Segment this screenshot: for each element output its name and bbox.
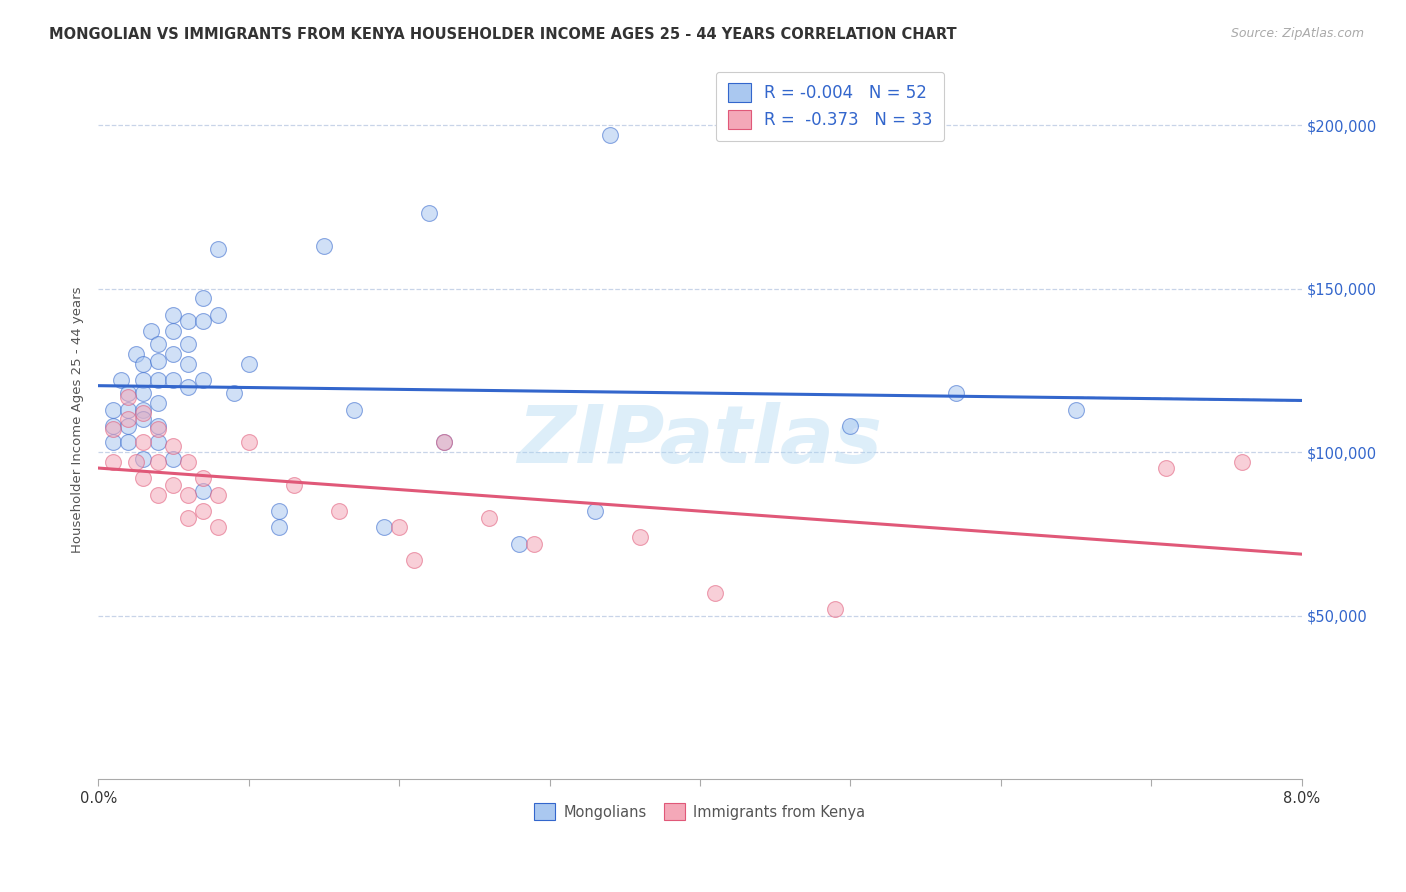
Point (162, 478, 184, 492)
Point (162, 451, 184, 466)
Point (148, 435, 170, 450)
Point (132, 435, 155, 450)
Point (125, 455, 148, 469)
Point (177, 455, 200, 469)
Point (193, 471, 215, 485)
Point (101, 419, 124, 434)
Legend: Mongolians, Immigrants from Kenya: Mongolians, Immigrants from Kenya (529, 797, 872, 826)
Point (162, 439, 184, 453)
Point (132, 451, 155, 466)
Point (117, 412, 139, 426)
Point (193, 292, 215, 306)
Text: Source: ZipAtlas.com: Source: ZipAtlas.com (1230, 27, 1364, 40)
Point (207, 243, 229, 257)
Point (125, 347, 148, 361)
Point (132, 373, 155, 387)
Point (207, 308, 229, 322)
Point (267, 520, 290, 534)
Point (207, 488, 229, 502)
Y-axis label: Householder Income Ages 25 - 44 years: Householder Income Ages 25 - 44 years (72, 286, 84, 553)
Point (117, 390, 139, 404)
Point (193, 373, 215, 387)
Point (508, 537, 530, 551)
Point (1156, 461, 1178, 475)
Point (139, 324, 162, 338)
Point (238, 435, 260, 450)
Point (148, 455, 170, 469)
Point (177, 380, 200, 394)
Point (110, 373, 132, 387)
Point (148, 419, 170, 434)
Point (404, 553, 426, 567)
Point (478, 510, 501, 524)
Point (177, 337, 200, 351)
Point (101, 422, 124, 436)
Point (945, 386, 967, 401)
Point (117, 386, 139, 401)
Point (177, 314, 200, 328)
Point (267, 504, 290, 518)
Point (193, 504, 215, 518)
Point (839, 419, 862, 434)
Point (177, 357, 200, 371)
Point (343, 402, 366, 417)
Point (207, 520, 229, 534)
Point (523, 537, 546, 551)
Point (388, 520, 411, 534)
Point (132, 386, 155, 401)
Point (177, 510, 200, 524)
Point (132, 406, 155, 420)
Point (628, 530, 651, 544)
Point (148, 396, 170, 410)
Point (148, 353, 170, 368)
Point (162, 373, 184, 387)
Point (704, 586, 727, 600)
Point (312, 239, 335, 253)
Point (132, 412, 155, 426)
Text: ZIPatlas: ZIPatlas (517, 402, 883, 480)
Point (132, 402, 155, 417)
Point (101, 402, 124, 417)
Point (599, 128, 621, 142)
Point (373, 520, 395, 534)
Point (148, 373, 170, 387)
Point (162, 308, 184, 322)
Point (193, 484, 215, 499)
Point (583, 504, 606, 518)
Point (148, 488, 170, 502)
Point (162, 324, 184, 338)
Point (101, 455, 124, 469)
Point (177, 488, 200, 502)
Point (328, 504, 350, 518)
Point (238, 357, 260, 371)
Point (433, 435, 456, 450)
Point (132, 471, 155, 485)
Point (117, 402, 139, 417)
Point (824, 602, 846, 616)
Point (117, 419, 139, 434)
Point (283, 478, 305, 492)
Point (222, 386, 245, 401)
Point (1064, 402, 1087, 417)
Point (148, 422, 170, 436)
Point (101, 435, 124, 450)
Point (117, 435, 139, 450)
Point (132, 357, 155, 371)
Point (418, 206, 440, 220)
Point (1230, 455, 1253, 469)
Point (148, 337, 170, 351)
Point (162, 347, 184, 361)
Text: MONGOLIAN VS IMMIGRANTS FROM KENYA HOUSEHOLDER INCOME AGES 25 - 44 YEARS CORRELA: MONGOLIAN VS IMMIGRANTS FROM KENYA HOUSE… (49, 27, 957, 42)
Point (193, 314, 215, 328)
Point (433, 435, 456, 450)
